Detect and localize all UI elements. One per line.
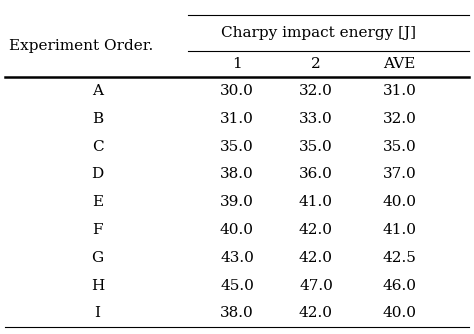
Text: Charpy impact energy [J]: Charpy impact energy [J] [221,26,416,40]
Text: Experiment Order.: Experiment Order. [9,39,154,53]
Text: 42.0: 42.0 [299,251,333,265]
Text: 40.0: 40.0 [383,307,417,321]
Text: 2: 2 [311,57,321,71]
Text: G: G [91,251,104,265]
Text: 39.0: 39.0 [220,195,254,209]
Text: 46.0: 46.0 [383,279,417,293]
Text: D: D [91,167,104,181]
Text: 32.0: 32.0 [299,84,333,98]
Text: 35.0: 35.0 [383,140,417,154]
Text: B: B [92,112,103,126]
Text: 36.0: 36.0 [299,167,333,181]
Text: 43.0: 43.0 [220,251,254,265]
Text: F: F [92,223,103,237]
Text: 40.0: 40.0 [383,195,417,209]
Text: A: A [92,84,103,98]
Text: 31.0: 31.0 [383,84,417,98]
Text: 41.0: 41.0 [383,223,417,237]
Text: 45.0: 45.0 [220,279,254,293]
Text: H: H [91,279,104,293]
Text: 38.0: 38.0 [220,307,254,321]
Text: E: E [92,195,103,209]
Text: I: I [95,307,100,321]
Text: 33.0: 33.0 [299,112,333,126]
Text: 1: 1 [232,57,242,71]
Text: 32.0: 32.0 [383,112,417,126]
Text: 35.0: 35.0 [220,140,254,154]
Text: 31.0: 31.0 [220,112,254,126]
Text: 35.0: 35.0 [299,140,333,154]
Text: 30.0: 30.0 [220,84,254,98]
Text: 38.0: 38.0 [220,167,254,181]
Text: 42.0: 42.0 [299,307,333,321]
Text: 40.0: 40.0 [220,223,254,237]
Text: 47.0: 47.0 [299,279,333,293]
Text: 41.0: 41.0 [299,195,333,209]
Text: 42.0: 42.0 [299,223,333,237]
Text: 37.0: 37.0 [383,167,417,181]
Text: AVE: AVE [383,57,416,71]
Text: 42.5: 42.5 [383,251,417,265]
Text: C: C [92,140,103,154]
